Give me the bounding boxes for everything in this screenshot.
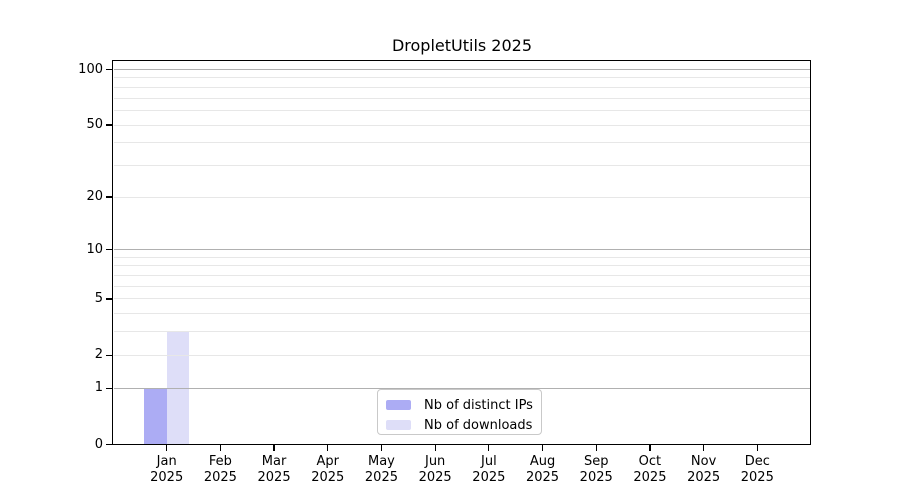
minor-gridline — [114, 265, 810, 267]
legend-label-downloads: Nb of downloads — [424, 417, 533, 433]
minor-gridline — [114, 298, 810, 300]
minor-gridline — [114, 285, 810, 287]
minor-gridline — [114, 142, 810, 144]
y-tick-label: 0 — [94, 436, 103, 452]
y-tick-mark — [106, 298, 113, 300]
minor-gridline — [114, 331, 810, 333]
bar-distinct-ips — [144, 388, 167, 444]
x-tick-label: Feb 2025 — [203, 454, 237, 485]
legend-box: Nb of distinct IPs Nb of downloads — [377, 389, 542, 435]
legend-swatch-distinct-ips — [386, 400, 411, 410]
x-tick-label: Aug 2025 — [525, 454, 560, 485]
y-tick-label: 1 — [94, 380, 103, 396]
y-tick-mark — [106, 196, 113, 198]
x-tick-label: May 2025 — [364, 454, 398, 485]
y-tick-mark — [106, 249, 113, 251]
x-tick-mark — [595, 445, 597, 451]
legend-row-downloads: Nb of downloads — [378, 415, 541, 435]
x-tick-label: Mar 2025 — [257, 454, 291, 485]
y-tick-mark — [106, 387, 113, 389]
x-tick-label: Nov 2025 — [687, 454, 721, 485]
x-tick-mark — [166, 445, 168, 451]
major-gridline — [114, 69, 810, 71]
x-tick-mark — [541, 445, 544, 451]
x-tick-label: Jun 2025 — [418, 454, 452, 485]
y-tick-mark — [106, 443, 113, 446]
minor-gridline — [114, 109, 810, 111]
minor-gridline — [114, 97, 810, 99]
x-tick-mark — [649, 445, 651, 451]
x-tick-label: Jan 2025 — [150, 454, 184, 485]
x-tick-mark — [273, 445, 275, 451]
y-tick-label: 20 — [86, 189, 103, 205]
minor-gridline — [114, 164, 810, 166]
minor-gridline — [114, 77, 810, 79]
x-tick-mark — [702, 445, 705, 451]
y-tick-label: 10 — [86, 241, 103, 257]
y-tick-label: 50 — [86, 117, 103, 133]
x-tick-mark — [488, 445, 490, 451]
x-tick-label: Sep 2025 — [579, 454, 613, 485]
x-tick-label: Oct 2025 — [633, 454, 667, 485]
legend-swatch-downloads — [386, 420, 411, 430]
y-tick-mark — [106, 124, 113, 126]
legend-label-distinct-ips: Nb of distinct IPs — [424, 397, 533, 413]
major-gridline — [114, 249, 810, 251]
x-tick-label: Dec 2025 — [740, 454, 774, 485]
x-tick-mark — [219, 445, 222, 451]
x-tick-label: Jul 2025 — [472, 454, 506, 485]
minor-gridline — [114, 313, 810, 315]
major-gridline — [114, 387, 810, 389]
minor-gridline — [114, 86, 810, 88]
x-tick-mark — [327, 445, 329, 451]
chart-title: DropletUtils 2025 — [391, 36, 533, 55]
y-tick-label: 100 — [78, 61, 103, 77]
minor-gridline — [114, 256, 810, 258]
y-tick-mark — [106, 68, 113, 71]
y-tick-label: 2 — [94, 347, 103, 363]
legend-row-distinct-ips: Nb of distinct IPs — [378, 395, 541, 415]
y-tick-mark — [106, 354, 113, 356]
minor-gridline — [114, 354, 810, 356]
y-tick-label: 5 — [94, 290, 103, 306]
x-tick-mark — [756, 445, 758, 451]
minor-gridline — [114, 124, 810, 126]
minor-gridline — [114, 196, 810, 198]
minor-gridline — [114, 275, 810, 277]
plot-area — [112, 60, 811, 445]
x-tick-label: Apr 2025 — [311, 454, 345, 485]
x-tick-mark — [380, 445, 383, 451]
x-tick-mark — [434, 445, 436, 451]
